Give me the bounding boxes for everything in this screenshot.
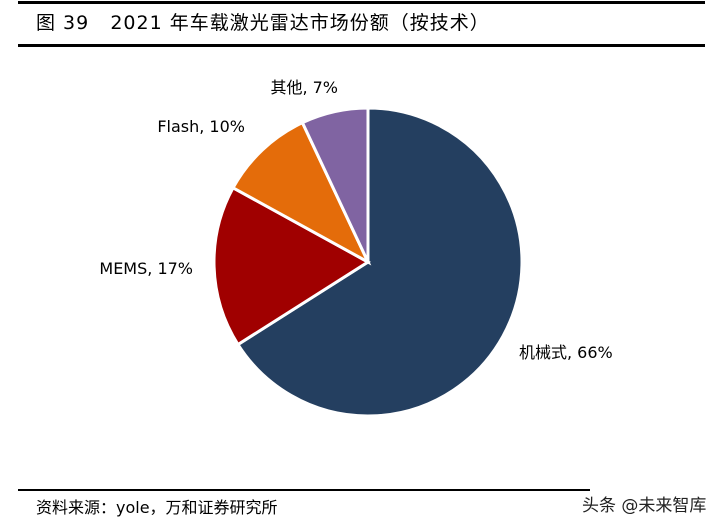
- watermark: 头条 @未来智库: [582, 496, 707, 516]
- data-label-3: 其他, 7%: [270, 78, 338, 97]
- pie-slice-3: [300, 106, 370, 263]
- pie-slice-1: [212, 185, 371, 347]
- pie-slice-0: [235, 106, 524, 418]
- title-rule: [18, 44, 705, 47]
- data-label-1: MEMS, 17%: [99, 259, 193, 278]
- pie-slice-2: [231, 120, 372, 266]
- data-label-0: 机械式, 66%: [519, 343, 613, 362]
- data-label-2: Flash, 10%: [157, 117, 245, 136]
- top-rule: [18, 1, 705, 4]
- chart-title: 图 39 2021 年车载激光雷达市场份额（按技术）: [36, 12, 490, 34]
- footer-rule: [18, 489, 590, 491]
- source-note: 资料来源：yole，万和证券研究所: [36, 498, 278, 517]
